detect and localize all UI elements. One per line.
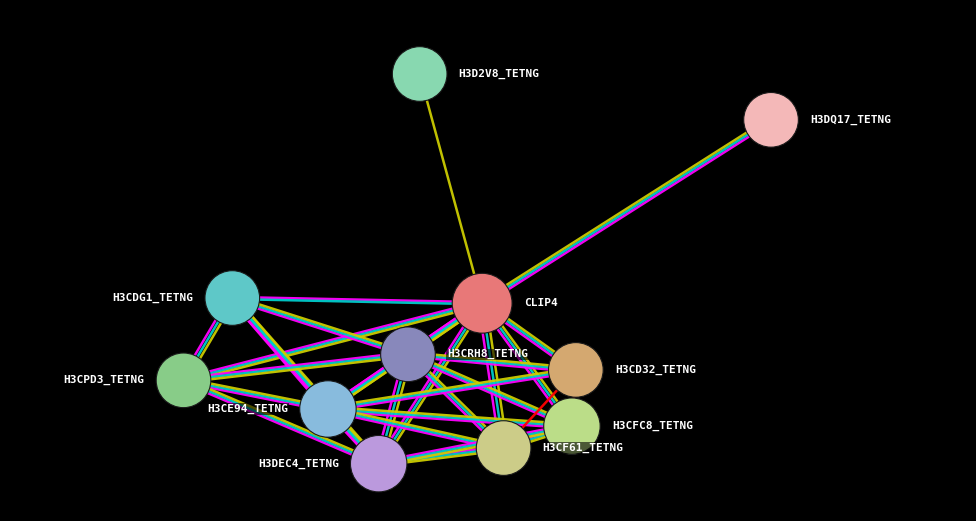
- Text: H3CE94_TETNG: H3CE94_TETNG: [207, 404, 288, 414]
- Text: H3DEC4_TETNG: H3DEC4_TETNG: [258, 458, 339, 469]
- Ellipse shape: [156, 353, 211, 407]
- Text: CLIP4: CLIP4: [524, 298, 557, 308]
- Text: H3CRH8_TETNG: H3CRH8_TETNG: [447, 349, 528, 359]
- Text: H3CD32_TETNG: H3CD32_TETNG: [615, 365, 696, 375]
- Ellipse shape: [452, 274, 512, 333]
- Ellipse shape: [549, 343, 603, 397]
- Ellipse shape: [476, 421, 531, 475]
- Ellipse shape: [350, 436, 407, 492]
- Text: H3CF61_TETNG: H3CF61_TETNG: [543, 443, 624, 453]
- Text: H3CPD3_TETNG: H3CPD3_TETNG: [63, 375, 144, 386]
- Text: H3D2V8_TETNG: H3D2V8_TETNG: [459, 69, 540, 79]
- Ellipse shape: [300, 381, 356, 437]
- Text: H3CFC8_TETNG: H3CFC8_TETNG: [612, 421, 693, 431]
- Ellipse shape: [381, 327, 435, 381]
- Ellipse shape: [744, 93, 798, 147]
- Ellipse shape: [205, 271, 260, 325]
- Text: H3CDG1_TETNG: H3CDG1_TETNG: [112, 293, 193, 303]
- Text: H3DQ17_TETNG: H3DQ17_TETNG: [810, 115, 891, 125]
- Ellipse shape: [392, 47, 447, 101]
- Ellipse shape: [544, 398, 600, 454]
